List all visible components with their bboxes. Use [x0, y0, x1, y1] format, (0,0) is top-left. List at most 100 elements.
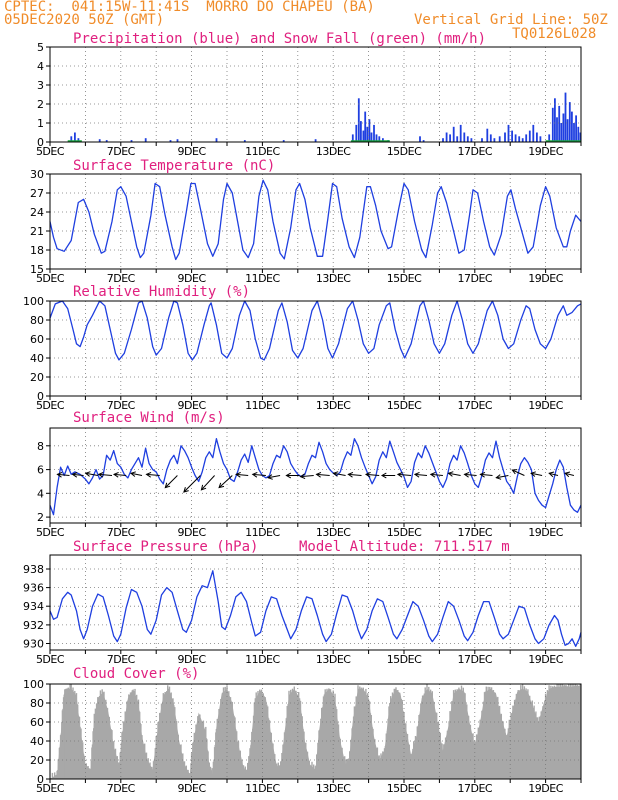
- y-tick-label: 2: [37, 98, 44, 111]
- x-tick-label: 7DEC: [107, 526, 136, 539]
- y-tick-label: 80: [30, 697, 44, 710]
- precip-bar: [489, 134, 492, 142]
- precip-bar: [536, 132, 538, 142]
- wind-vector-head: [511, 469, 518, 475]
- wind-vector: [85, 472, 98, 476]
- x-tick-label: 19DEC: [528, 526, 563, 539]
- precip-frame: [49, 46, 582, 143]
- precip-bar: [539, 136, 542, 142]
- precip-bar: [532, 124, 535, 142]
- wind-vector: [252, 473, 266, 476]
- x-tick-label: 13DEC: [316, 653, 351, 666]
- y-tick-label: 1: [37, 117, 44, 130]
- wind-vector-head: [129, 471, 136, 477]
- precip-bar: [498, 136, 501, 142]
- wind-vector-head: [200, 484, 207, 491]
- y-tick-label: 5: [37, 41, 44, 54]
- y-tick-label: 24: [30, 206, 44, 219]
- precip-bar: [419, 136, 421, 142]
- x-tick-label: 5DEC: [36, 526, 65, 539]
- x-tick-label: 5DEC: [36, 145, 65, 158]
- x-tick-label: 15DEC: [387, 145, 422, 158]
- y-tick-label: 930: [23, 638, 44, 651]
- precip-bar: [422, 140, 425, 142]
- x-tick-label: 17DEC: [457, 653, 492, 666]
- x-tick-label: 11DEC: [245, 653, 280, 666]
- pressure-frame: [49, 554, 582, 651]
- precip-bar: [98, 139, 101, 142]
- x-tick-label: 17DEC: [457, 272, 492, 285]
- precip-bar: [364, 111, 367, 142]
- x-tick-label: 13DEC: [316, 782, 351, 795]
- y-tick-label: 18: [30, 244, 44, 257]
- y-tick-label: 4: [37, 487, 44, 500]
- precip-bar: [518, 136, 521, 142]
- wind-vector: [448, 472, 461, 476]
- x-tick-label: 11DEC: [245, 399, 280, 412]
- temp-title: Surface Temperature (nC): [73, 158, 275, 174]
- header-model-code: TQ0126L028: [512, 26, 597, 42]
- precip-bar: [366, 126, 369, 142]
- precip-bar: [548, 134, 551, 142]
- wind-vector-head: [315, 471, 322, 478]
- precip-bar: [456, 136, 459, 142]
- wind-vector-head: [380, 472, 387, 479]
- wind-vector: [146, 473, 160, 476]
- y-tick-label: 30: [30, 168, 44, 181]
- precip-bar: [452, 126, 455, 142]
- wind-vector-head: [332, 471, 339, 477]
- y-tick-label: 932: [23, 619, 44, 632]
- precip-bar: [577, 126, 580, 142]
- wind-vector: [130, 472, 143, 476]
- precip-bar: [571, 111, 573, 142]
- y-tick-label: 21: [30, 225, 44, 238]
- wind-vector: [72, 473, 84, 476]
- precip-bar: [504, 132, 506, 142]
- y-tick-label: 936: [23, 582, 44, 595]
- precip-bar: [466, 136, 469, 142]
- x-tick-label: 15DEC: [387, 399, 422, 412]
- temp-line: [49, 179, 582, 261]
- wind-vector-head: [548, 471, 555, 478]
- y-tick-label: 6: [37, 464, 44, 477]
- wind-vector-head: [463, 471, 470, 478]
- precip-bar: [554, 98, 556, 142]
- wind-vector: [549, 472, 559, 476]
- wind-vector: [113, 473, 127, 476]
- x-tick-label: 11DEC: [245, 782, 280, 795]
- wind-vector-head: [495, 474, 502, 480]
- precip-bar: [560, 123, 563, 142]
- precip-bar: [525, 134, 528, 142]
- y-tick-label: 27: [30, 187, 44, 200]
- y-tick-label: 40: [30, 735, 44, 748]
- x-tick-label: 5DEC: [36, 782, 65, 795]
- wind-vector: [218, 475, 233, 488]
- pressure-title: Surface Pressure (hPa): [73, 539, 258, 555]
- y-tick-label: 15: [30, 263, 44, 276]
- precip-bar: [463, 132, 466, 142]
- cloud-title: Cloud Cover (%): [73, 666, 199, 682]
- wind-frame: [49, 427, 582, 524]
- wind-vector: [164, 475, 178, 488]
- precip-bar: [445, 132, 448, 142]
- precip-bar: [368, 119, 371, 142]
- x-tick-label: 9DEC: [178, 526, 207, 539]
- header-station: CPTEC: 041:15W-11:41S MORRO DO CHAPEU (B…: [4, 0, 375, 15]
- x-tick-label: 19DEC: [528, 272, 563, 285]
- cloud-frame: [49, 683, 582, 780]
- y-tick-label: 0: [37, 390, 44, 403]
- wind-vector-head: [413, 471, 420, 478]
- wind-title: Surface Wind (m/s): [73, 410, 225, 426]
- x-tick-label: 7DEC: [107, 782, 136, 795]
- y-tick-label: 0: [37, 136, 44, 149]
- x-tick-label: 9DEC: [178, 272, 207, 285]
- wind-vector-head: [97, 471, 104, 478]
- pressure-line: [49, 570, 582, 647]
- wind-vector: [300, 475, 314, 478]
- x-tick-label: 11DEC: [245, 272, 280, 285]
- y-tick-label: 0: [37, 773, 44, 786]
- x-tick-label: 7DEC: [107, 145, 136, 158]
- wind-vector-head: [447, 471, 454, 477]
- precip-bar: [357, 98, 360, 142]
- precip-bar: [486, 128, 489, 142]
